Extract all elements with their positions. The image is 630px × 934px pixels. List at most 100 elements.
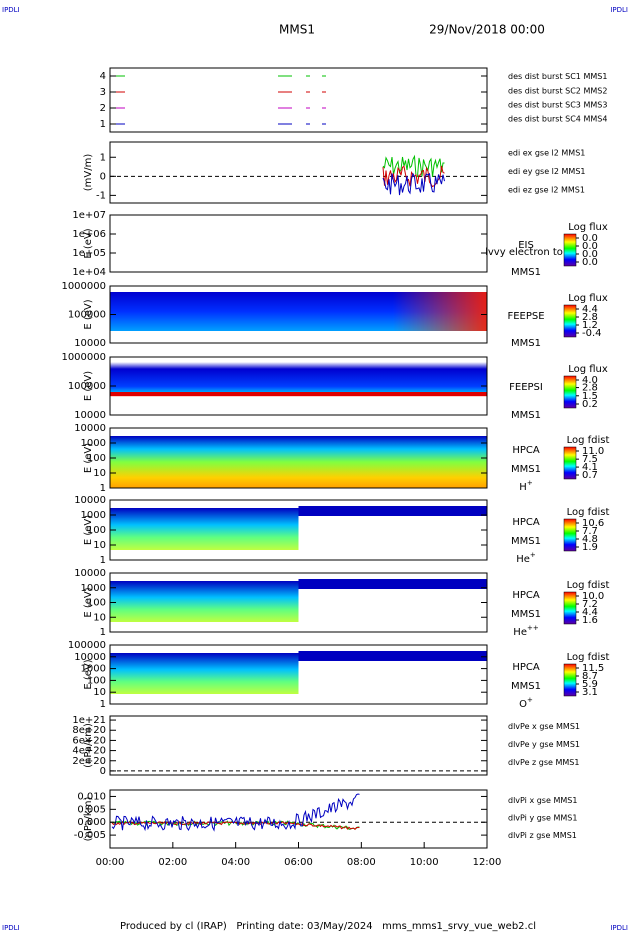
x-tick-label: 00:00 (96, 857, 125, 868)
species-label: H+ (519, 479, 533, 493)
colorbar-tick-label: 7.5 (582, 454, 598, 465)
colorbar-tick-label: 5.9 (582, 679, 598, 690)
y-tick-label: 4 (100, 71, 106, 82)
charge: + (530, 551, 536, 559)
colorbar-title: Log fdist (567, 580, 610, 591)
y-tick-label: 10000 (74, 410, 106, 421)
x-tick-label: 04:00 (221, 857, 250, 868)
x-tick-label: 08:00 (347, 857, 376, 868)
colorbar-tick-label: 2.8 (582, 312, 598, 323)
y-axis-label: (nPa/km) (83, 723, 94, 768)
trace (382, 172, 445, 196)
panel-frame (109, 67, 488, 133)
y-tick-label: 1 (100, 119, 106, 130)
spacecraft-label: MMS1 (511, 410, 541, 421)
y-axis-label: E (eV) (83, 587, 94, 617)
instrument-label: HPCA (512, 517, 540, 528)
y-tick-label: -0.005 (74, 830, 106, 841)
colorbar-tick-label: 4.8 (582, 534, 598, 545)
colorbar-tick-label: 0.0 (582, 233, 598, 244)
colorbar-tick-label: 0.7 (582, 470, 598, 481)
colorbar-tick-label: 1.5 (582, 391, 598, 402)
colorbar-title: Log fdist (567, 652, 610, 663)
panel-frame (109, 214, 488, 273)
y-tick-label: 0.005 (77, 804, 106, 815)
mission-title: MMS1 (279, 23, 315, 37)
y-tick-label: 1000 (81, 510, 106, 521)
legend-entry: dlvPi y gse MMS1 (508, 814, 577, 823)
spacecraft-label: MMS1 (511, 536, 541, 547)
legend-entry: dlvPe y gse MMS1 (508, 740, 580, 749)
colorbar-tick-label: 7.7 (582, 526, 598, 537)
y-tick-label: 1e+21 (72, 715, 106, 726)
colorbar-tick-label: 11.5 (582, 663, 604, 674)
spectrogram-fill (110, 436, 487, 488)
colorbar-tick-label: 0.0 (582, 241, 598, 252)
species: He (516, 554, 530, 565)
instrument-label: EIS (518, 240, 534, 251)
y-axis-label: (mV/m) (83, 154, 94, 192)
x-tick-label: 12:00 (473, 857, 502, 868)
y-tick-label: 1e+06 (72, 229, 106, 240)
colorbar-tick-label: 10.0 (582, 591, 604, 602)
colorbar-title: Log fdist (567, 507, 610, 518)
species: H (519, 482, 527, 493)
spectrogram-fill (110, 581, 299, 622)
y-tick-label: 0 (100, 766, 106, 777)
y-tick-label: 1000 (81, 664, 106, 675)
y-tick-label: 1e+07 (72, 210, 106, 221)
spectrogram-fill (298, 651, 487, 661)
trace (111, 793, 360, 832)
y-tick-label: 0 (100, 171, 106, 182)
y-tick-label: 2 (100, 103, 106, 114)
spectrogram-fill (298, 506, 487, 516)
band (110, 392, 487, 396)
legend-entry: edi ex gse l2 MMS1 (508, 149, 585, 158)
y-tick-label: 100000 (68, 640, 106, 651)
colorbar-tick-label: 1.6 (582, 615, 598, 626)
colorbar-tick-label: 8.7 (582, 671, 598, 682)
y-tick-label: 4e+20 (72, 746, 106, 757)
y-tick-label: 10 (93, 468, 106, 479)
corner-mark: IPDLI (610, 924, 628, 932)
x-tick-label: 02:00 (158, 857, 187, 868)
panel-frame (109, 715, 488, 776)
spectrogram-fill (110, 362, 487, 397)
colorbar (563, 518, 577, 552)
footer-credit: Produced by cl (IRAP) Printing date: 03/… (120, 921, 536, 932)
colorbar-tick-label: 1.9 (582, 542, 598, 553)
y-tick-label: 0.000 (77, 817, 106, 828)
instrument-label: HPCA (512, 662, 540, 673)
colorbar-title: Log flux (568, 293, 608, 304)
charge: ++ (527, 624, 539, 632)
y-axis-label: E (eV) (83, 371, 94, 401)
colorbar-title: Log flux (568, 364, 608, 375)
colorbar-tick-label: 0.2 (582, 399, 598, 410)
species-label: O+ (519, 696, 533, 710)
colorbar-tick-label: 3.1 (582, 687, 598, 698)
y-axis-label: E (eV) (83, 228, 94, 258)
colorbar-tick-label: 4.4 (582, 607, 598, 618)
y-axis-label: E (eV) (83, 299, 94, 329)
y-tick-label: 8e+20 (72, 725, 106, 736)
y-tick-label: 10000 (74, 495, 106, 506)
legend-entry: dlvPi x gse MMS1 (508, 796, 577, 805)
charge: + (527, 696, 533, 704)
colorbar-tick-label: 11.0 (582, 446, 604, 457)
y-tick-label: 10 (93, 540, 106, 551)
trace (382, 154, 445, 178)
legend-entry: edi ez gse l2 MMS1 (508, 186, 585, 195)
corner-mark: IPDLI (2, 6, 20, 14)
colorbar (563, 663, 577, 697)
y-tick-label: 1 (100, 483, 106, 494)
y-tick-label: 3 (100, 87, 106, 98)
spectrogram-fill (110, 653, 299, 694)
spectrogram-fill (298, 579, 487, 589)
trace (111, 821, 360, 831)
y-tick-label: 1 (100, 627, 106, 638)
colorbar (563, 375, 577, 409)
colorbar-tick-label: 4.0 (582, 375, 598, 386)
instrument-label: FEEPSI (509, 382, 543, 393)
colorbar-tick-label: 1.2 (582, 320, 598, 331)
